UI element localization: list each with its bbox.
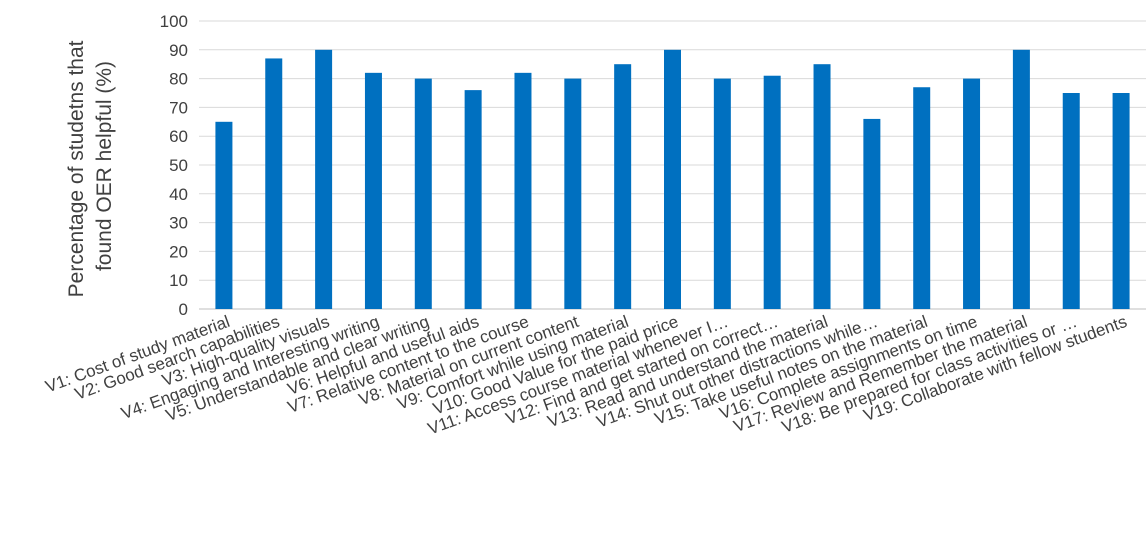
bar <box>813 64 831 309</box>
y-tick-label: 30 <box>169 214 188 233</box>
y-tick-label: 20 <box>169 242 188 261</box>
y-tick-label: 40 <box>169 185 188 204</box>
bar <box>664 49 681 310</box>
y-tick-label: 100 <box>160 12 188 31</box>
bar <box>1012 49 1030 310</box>
y-tick-label: 90 <box>169 41 188 60</box>
y-tick-label: 0 <box>179 300 188 319</box>
y-tick-label: 50 <box>169 156 188 175</box>
bar <box>1062 93 1080 309</box>
y-tick-label: 60 <box>169 127 188 146</box>
bar <box>614 64 632 309</box>
y-tick-label: 80 <box>169 70 188 89</box>
bar <box>713 78 731 309</box>
bar <box>913 87 931 310</box>
bar <box>564 78 582 309</box>
bar <box>763 75 781 309</box>
bars <box>215 49 1130 310</box>
bar <box>863 118 881 309</box>
y-axis-title: Percentage of studetns that found OER he… <box>65 35 116 298</box>
y-axis-title-line-1: Percentage of studetns that <box>65 40 88 297</box>
bar <box>464 90 482 310</box>
bar <box>414 78 432 309</box>
bar <box>364 72 382 309</box>
y-axis-title-line-2: found OER helpful (%) <box>93 61 116 271</box>
bar <box>215 121 233 309</box>
bar <box>514 72 532 309</box>
y-axis-ticks: 0 10 20 30 40 50 60 70 80 90 100 <box>160 12 188 319</box>
bar <box>265 58 283 309</box>
bar <box>963 78 981 309</box>
bar <box>1112 93 1130 309</box>
y-tick-label: 10 <box>169 271 188 290</box>
bar <box>315 49 333 310</box>
y-tick-label: 70 <box>169 98 188 117</box>
